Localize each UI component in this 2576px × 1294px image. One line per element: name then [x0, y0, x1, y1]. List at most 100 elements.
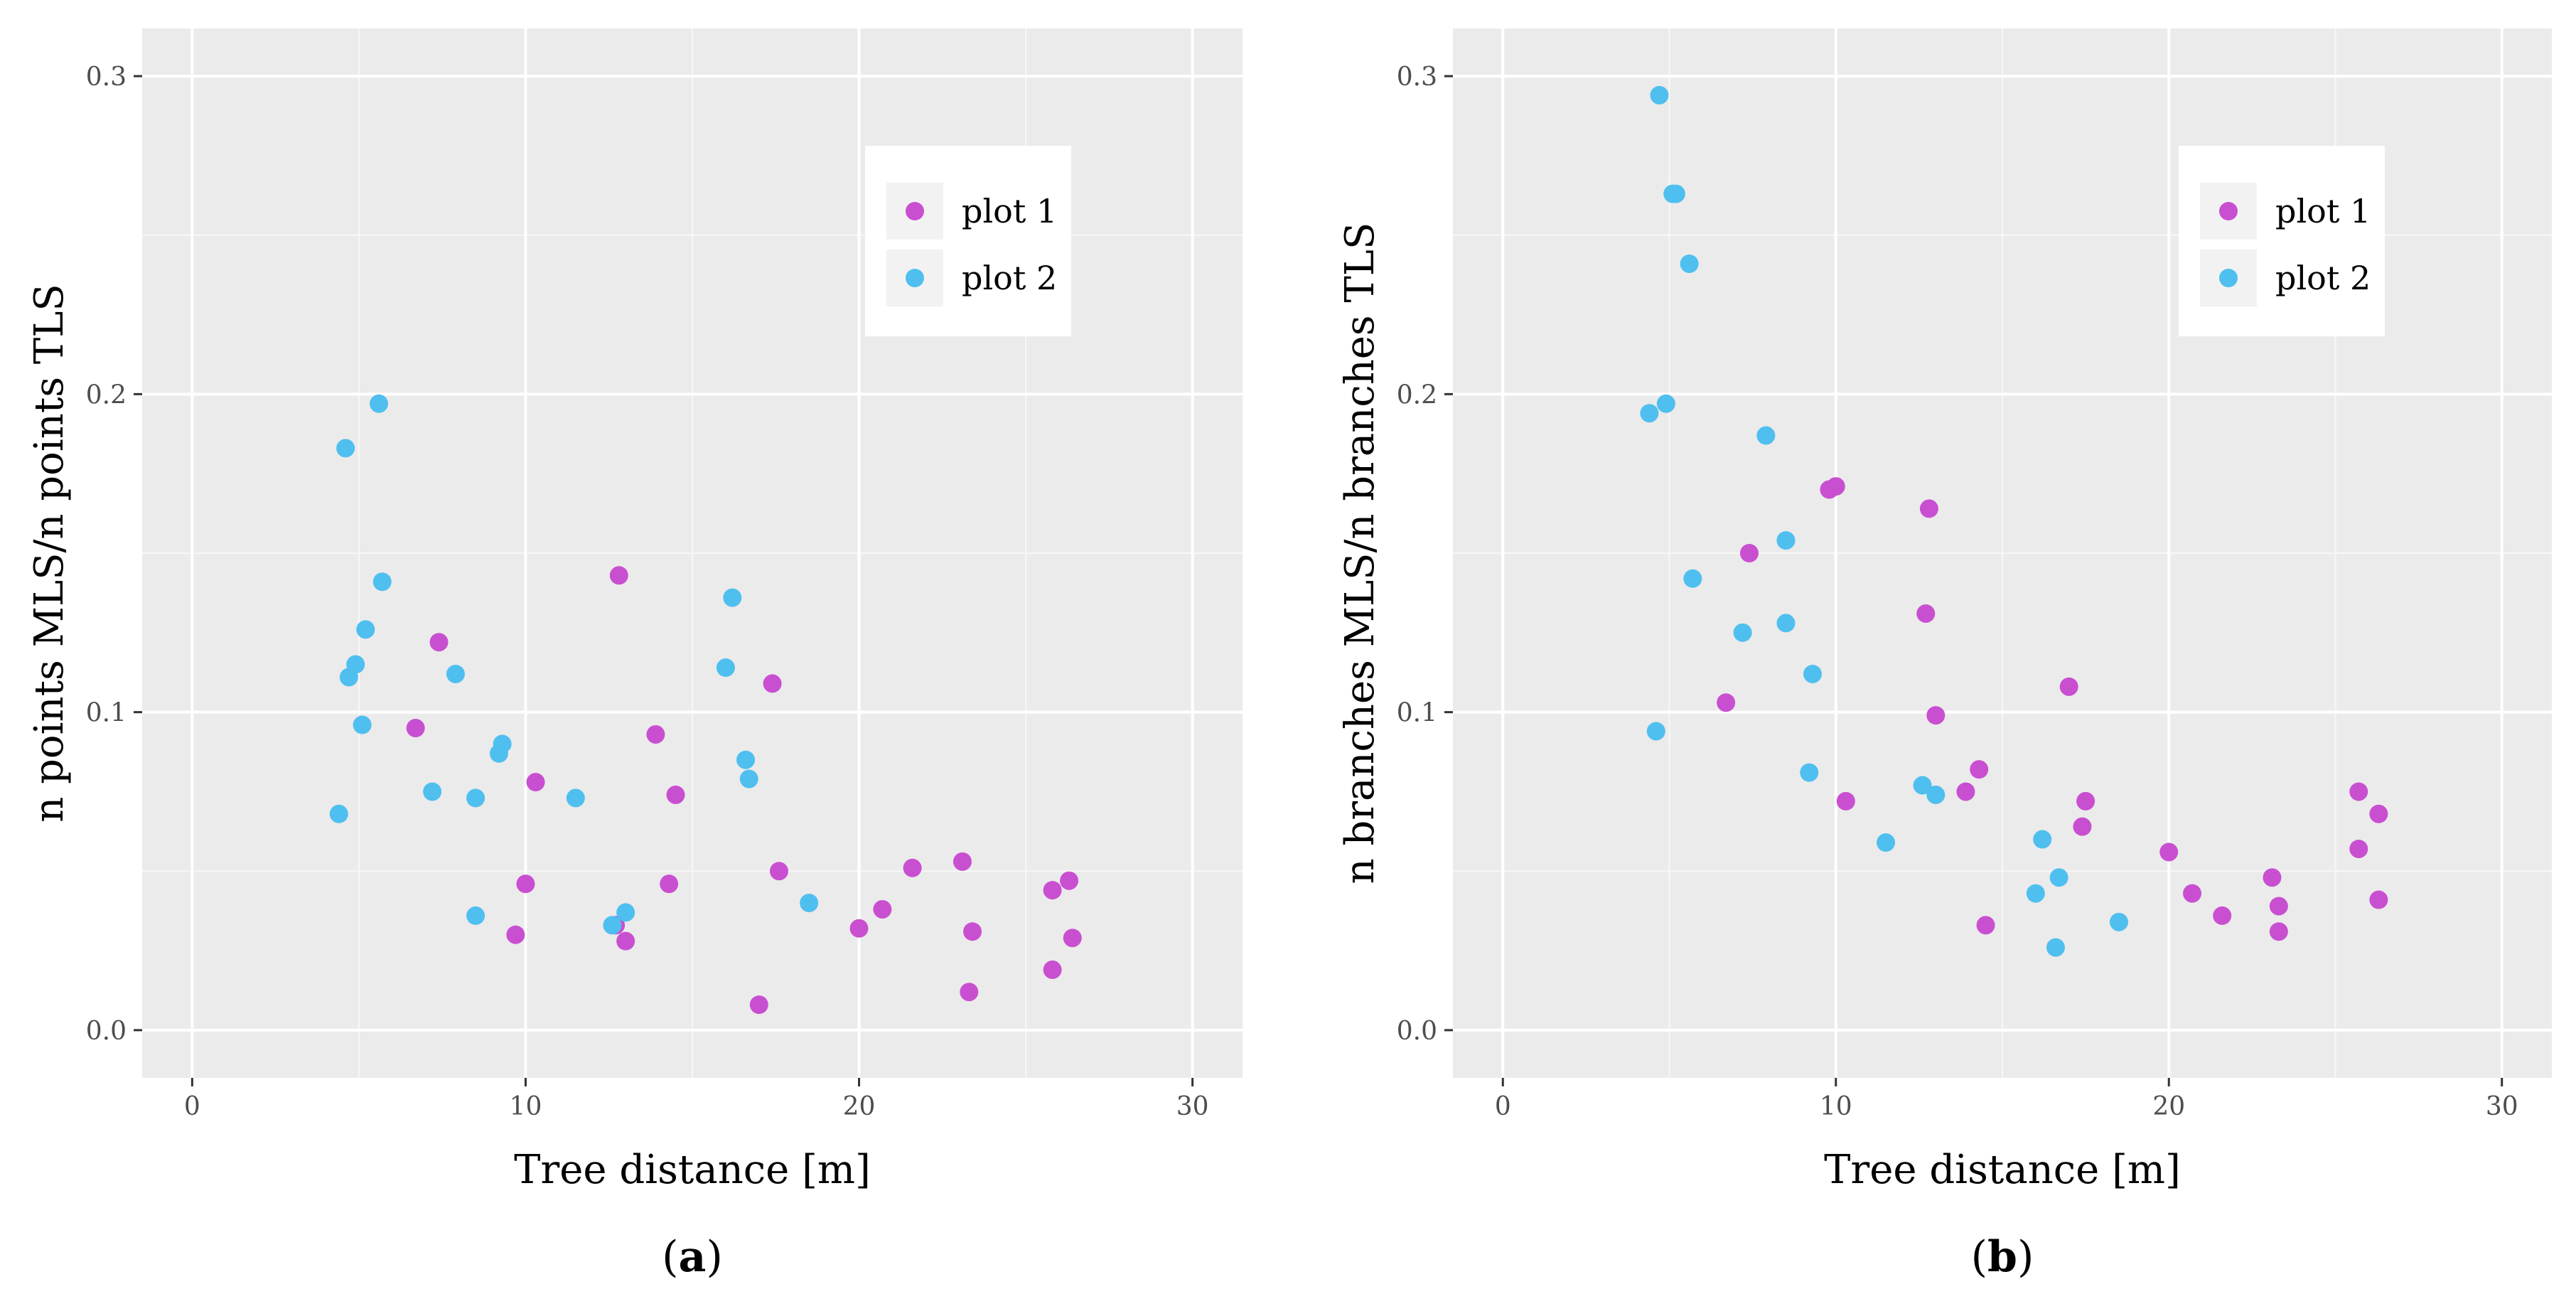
y-tick-label: 0.0 [1397, 1017, 1437, 1046]
data-point-plot-2 [1877, 833, 1896, 852]
legend-marker-plot-2 [906, 269, 924, 287]
data-point-plot-1 [873, 899, 892, 919]
x-axis-title-b: Tree distance [m] [1824, 1147, 2181, 1193]
data-point-plot-1 [1060, 871, 1079, 890]
major-gridlines-b [1453, 28, 2552, 1078]
data-point-plot-1 [1043, 881, 1062, 900]
x-axis-title-a: Tree distance [m] [514, 1147, 871, 1193]
panel-a: 0 10 20 30 0.0 0.1 0.2 0.3 plot 1 plot 2 Tree … [26, 28, 1243, 1282]
y-tick-label: 0.3 [86, 63, 127, 92]
data-point-plot-1 [406, 719, 425, 737]
data-point-plot-2 [2026, 884, 2045, 903]
legend-box-b [2179, 146, 2385, 336]
data-point-plot-2 [2049, 868, 2068, 887]
legend-marker-plot-2 [2219, 269, 2238, 287]
data-point-plot-2 [723, 588, 742, 607]
data-point-plot-2 [1680, 254, 1699, 273]
data-point-plot-1 [646, 724, 665, 744]
data-point-plot-2 [736, 750, 756, 769]
data-point-plot-2 [1733, 623, 1752, 642]
data-point-plot-1 [1063, 929, 1082, 948]
data-point-plot-1 [1916, 604, 1936, 623]
x-tick-label: 20 [2152, 1092, 2185, 1121]
data-point-plot-1 [2073, 817, 2092, 836]
data-point-plot-1 [666, 785, 685, 804]
data-point-plot-1 [2349, 839, 2368, 858]
data-point-plot-2 [739, 769, 758, 788]
data-point-plot-2 [1800, 763, 1819, 782]
caption-letter-a: a [679, 1232, 707, 1282]
x-tick-label: 0 [1495, 1092, 1511, 1121]
data-point-plot-2 [2046, 938, 2065, 957]
legend-box-a [865, 146, 1071, 336]
y-axis-title-a: n points MLS/n points TLS [26, 284, 73, 823]
y-tick-label: 0.1 [1397, 699, 1437, 728]
data-point-plot-2 [616, 903, 635, 922]
data-point-plot-2 [1776, 614, 1796, 633]
data-point-plot-2 [1803, 664, 1822, 683]
data-point-plot-1 [660, 875, 679, 894]
data-point-plot-2 [1913, 776, 1932, 795]
x-tick-label: 0 [184, 1092, 200, 1121]
caption-letter-b: b [1987, 1232, 2017, 1282]
data-point-plot-1 [2369, 890, 2388, 909]
y-axis-ticks-a: 0.0 0.1 0.2 0.3 [86, 63, 142, 1046]
data-point-plot-1 [960, 983, 979, 1002]
data-point-plot-2 [466, 788, 485, 808]
data-point-plot-2 [370, 394, 389, 413]
data-point-plot-1 [2269, 922, 2288, 941]
data-point-plot-1 [1970, 760, 1989, 779]
data-point-plot-1 [952, 852, 972, 871]
data-point-plot-1 [2159, 843, 2179, 862]
legend-a: plot 1 plot 2 [865, 146, 1071, 336]
data-point-plot-1 [516, 875, 535, 894]
data-point-plot-1 [769, 862, 788, 881]
x-tick-label: 30 [1176, 1092, 1209, 1121]
data-point-plot-2 [1756, 426, 1776, 445]
data-point-plot-2 [353, 715, 372, 734]
data-point-plot-1 [1826, 477, 1845, 496]
data-point-plot-1 [1976, 916, 1995, 935]
data-point-plot-2 [2109, 912, 2128, 931]
y-tick-label: 0.2 [86, 380, 127, 410]
legend-label-plot-1: plot 1 [962, 192, 1057, 230]
data-point-plot-1 [2213, 906, 2232, 925]
x-axis-ticks-b: 0 10 20 30 [1495, 1078, 2518, 1121]
data-point-plot-2 [1683, 569, 1702, 588]
data-point-plot-2 [336, 439, 355, 458]
data-point-plot-1 [2059, 677, 2078, 696]
data-point-plot-1 [1926, 706, 1946, 725]
data-point-plot-2 [716, 658, 735, 678]
scatter-points-a [329, 394, 1082, 1015]
data-point-plot-2 [329, 804, 348, 823]
scatter-points-b [1640, 85, 2388, 957]
data-point-plot-1 [506, 925, 525, 944]
data-point-plot-1 [1836, 791, 1855, 811]
data-point-plot-2 [1776, 531, 1796, 550]
data-point-plot-2 [1666, 184, 1685, 203]
data-point-plot-2 [800, 894, 819, 912]
caption-a: (a) [662, 1232, 723, 1282]
data-point-plot-1 [849, 919, 869, 938]
y-tick-label: 0.1 [86, 699, 127, 728]
data-point-plot-2 [346, 655, 365, 674]
data-point-plot-2 [466, 906, 485, 925]
data-point-plot-1 [903, 858, 922, 877]
y-axis-title-b: n branches MLS/n branches TLS [1337, 223, 1383, 884]
data-point-plot-1 [963, 922, 982, 941]
data-point-plot-1 [2263, 868, 2282, 887]
y-tick-label: 0.2 [1397, 380, 1437, 410]
data-point-plot-2 [446, 664, 465, 683]
data-point-plot-1 [2183, 884, 2202, 903]
data-point-plot-1 [1956, 782, 1975, 801]
data-point-plot-2 [603, 916, 622, 935]
data-point-plot-1 [749, 995, 768, 1015]
legend-marker-plot-1 [2219, 202, 2238, 220]
data-point-plot-1 [1919, 499, 1938, 518]
legend-label-plot-2: plot 2 [962, 259, 1057, 297]
data-point-plot-2 [372, 572, 392, 592]
x-axis-ticks-a: 0 10 20 30 [184, 1078, 1209, 1121]
x-tick-label: 10 [1820, 1092, 1852, 1121]
data-point-plot-2 [1656, 394, 1675, 413]
